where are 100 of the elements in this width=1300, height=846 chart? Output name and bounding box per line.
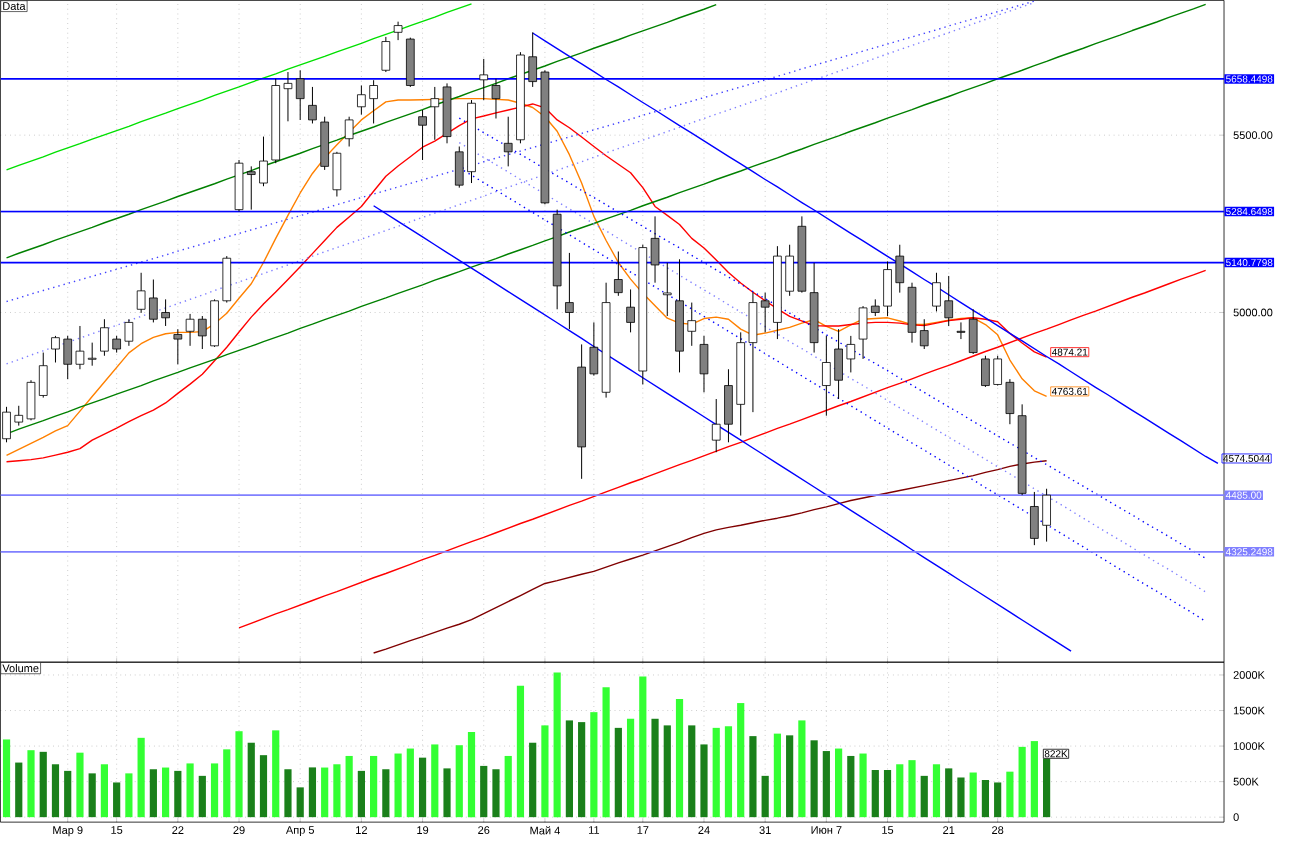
bar — [786, 735, 794, 818]
bar — [443, 768, 451, 818]
bar — [296, 787, 304, 818]
candlestick — [614, 250, 623, 297]
bar — [174, 770, 182, 818]
bar — [357, 770, 365, 818]
bar — [39, 751, 47, 818]
bar — [639, 676, 647, 818]
bar — [920, 775, 928, 818]
bar — [675, 698, 684, 818]
bar — [957, 777, 965, 818]
bar — [333, 764, 341, 818]
bar — [480, 765, 488, 818]
bar — [492, 769, 500, 818]
bar — [602, 687, 610, 818]
bar — [223, 749, 231, 818]
bar — [859, 753, 867, 818]
bar — [969, 772, 977, 818]
bar — [235, 731, 243, 818]
bar — [88, 773, 96, 818]
bar — [663, 725, 671, 818]
bar — [981, 779, 990, 818]
bar — [27, 750, 35, 818]
bar — [370, 755, 378, 818]
bar — [578, 722, 586, 818]
bar — [308, 767, 317, 818]
bar — [1006, 771, 1014, 818]
bar — [651, 718, 659, 818]
bar — [908, 760, 916, 818]
bar — [51, 764, 60, 818]
bar — [76, 752, 84, 818]
bar — [590, 712, 598, 818]
bar — [162, 767, 170, 818]
bar — [749, 736, 757, 818]
bar — [247, 742, 255, 818]
bar — [529, 742, 537, 818]
bar — [516, 685, 525, 818]
bar — [186, 763, 194, 818]
bar — [504, 755, 512, 818]
bar — [614, 727, 622, 818]
candlestick — [393, 21, 403, 41]
bar — [210, 763, 219, 818]
bar — [700, 744, 708, 818]
candlestick — [418, 109, 427, 161]
bar — [810, 740, 818, 818]
bar — [737, 703, 745, 818]
candlestick — [308, 86, 317, 124]
bar — [1018, 746, 1026, 818]
bar — [822, 750, 830, 818]
bar — [406, 748, 414, 818]
bar — [994, 782, 1002, 818]
bar — [455, 745, 463, 818]
bar — [149, 769, 157, 818]
bar — [431, 744, 439, 818]
bar — [284, 769, 292, 818]
bar — [394, 753, 402, 818]
bar — [418, 757, 427, 818]
bar — [834, 748, 843, 818]
bar — [1030, 741, 1038, 818]
candlestick — [406, 37, 415, 88]
candlestick — [662, 262, 672, 317]
candlestick — [173, 328, 183, 365]
candlestick — [479, 58, 489, 101]
bar — [113, 782, 121, 818]
bar — [467, 731, 476, 818]
bar — [847, 755, 855, 818]
candlestick — [491, 78, 501, 119]
bar — [724, 726, 733, 818]
candlestick — [565, 252, 574, 330]
bar — [382, 769, 390, 818]
bar — [345, 755, 353, 818]
bar — [100, 764, 109, 818]
bar — [321, 767, 329, 818]
bar — [896, 764, 904, 818]
candlestick — [381, 36, 391, 73]
bar — [125, 773, 133, 818]
bar — [64, 770, 72, 818]
bar — [541, 725, 549, 818]
bar — [883, 769, 892, 818]
bar — [2, 739, 11, 818]
bar — [553, 672, 561, 818]
candlestick — [699, 335, 709, 393]
bar — [761, 775, 769, 818]
candlestick — [503, 116, 513, 167]
bar — [871, 769, 879, 818]
bar — [198, 775, 206, 818]
bar — [798, 720, 806, 818]
bar — [1043, 758, 1051, 818]
bar — [626, 718, 635, 818]
bar — [272, 730, 280, 818]
bar — [15, 762, 23, 818]
bar — [137, 737, 145, 818]
bar — [932, 764, 941, 818]
bar — [773, 733, 781, 818]
bar — [259, 755, 268, 818]
candlestick — [344, 116, 354, 147]
bar — [712, 727, 720, 818]
bar — [688, 725, 696, 818]
bar — [945, 768, 953, 818]
bar — [565, 720, 573, 818]
